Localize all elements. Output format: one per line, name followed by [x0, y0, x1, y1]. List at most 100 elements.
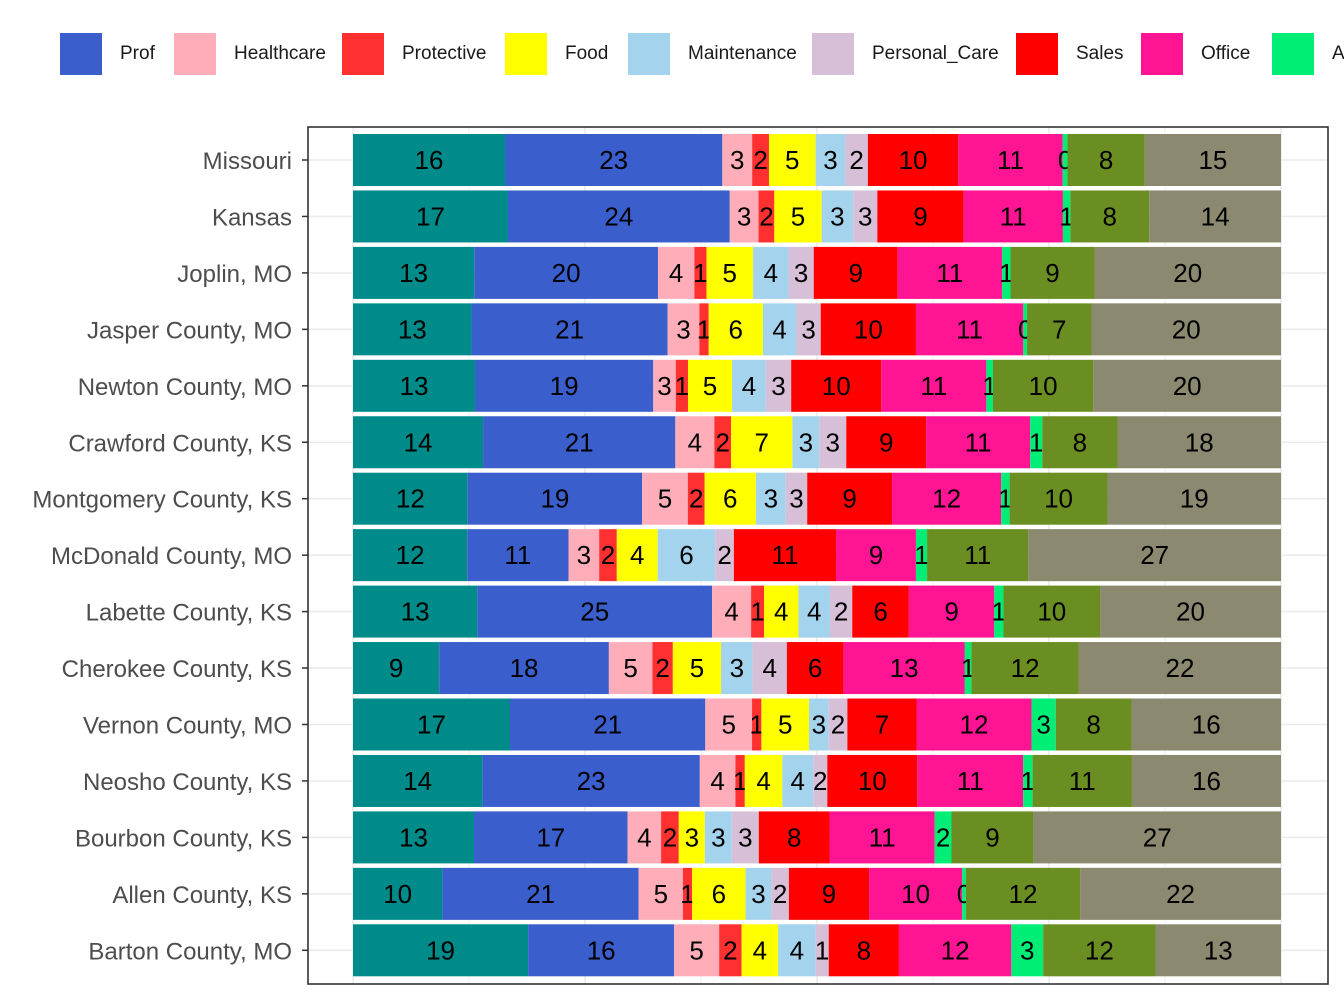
segment-value-label: 23	[577, 766, 606, 796]
bar-segment	[1023, 303, 1028, 356]
bar-segment	[732, 359, 766, 412]
segment-value-label: 5	[689, 935, 703, 965]
segment-value-label: 3	[730, 145, 744, 175]
segment-value-label: 4	[669, 258, 683, 288]
segment-value-label: 11	[957, 766, 984, 796]
segment-value-label: 9	[985, 822, 999, 852]
bar-segment	[704, 472, 756, 525]
bar-segment	[715, 529, 734, 582]
bar-segment	[951, 811, 1034, 864]
segment-value-label: 5	[785, 145, 799, 175]
segment-value-label: 6	[723, 484, 737, 514]
legend-label: Personal_Care	[872, 43, 999, 64]
bar-segment	[507, 190, 730, 243]
bar-segment	[1107, 472, 1281, 525]
bar-segment	[353, 754, 483, 807]
bar-segment	[474, 359, 654, 412]
category-label: Allen County, KS	[112, 882, 292, 909]
bar-segment	[916, 698, 1032, 751]
bar-segment	[705, 698, 753, 751]
segment-value-label: 20	[1173, 371, 1202, 401]
bar-segment	[627, 811, 662, 864]
bar-segment	[482, 754, 700, 807]
segment-value-label: 11	[965, 427, 992, 457]
bar-segment	[764, 585, 799, 638]
bar-segment	[1093, 359, 1281, 412]
bar-segment	[694, 246, 707, 299]
bar-segment	[353, 134, 506, 186]
segment-value-label: 1	[750, 597, 764, 627]
bar-segment	[828, 698, 848, 751]
segment-value-label: 3	[685, 822, 699, 852]
bar-segment	[869, 867, 963, 920]
segment-value-label: 21	[526, 879, 555, 909]
bar-segment	[1062, 190, 1071, 243]
segment-value-label: 19	[540, 484, 569, 514]
bar-segment	[706, 246, 754, 299]
bar-segment	[915, 529, 928, 582]
bar-segment	[1023, 754, 1033, 807]
segment-value-label: 3	[812, 710, 826, 740]
bar-segment	[786, 642, 844, 695]
segment-value-label: 4	[630, 540, 644, 570]
category-label: Labette County, KS	[86, 600, 292, 627]
bar-segment	[761, 698, 810, 751]
segment-value-label: 10	[1029, 371, 1058, 401]
segment-value-label: 3	[738, 822, 752, 852]
bar-segment	[758, 811, 830, 864]
segment-value-label: 2	[689, 484, 703, 514]
legend-label: A	[1332, 43, 1344, 64]
bar-segment	[1144, 134, 1281, 186]
segment-value-label: 16	[1192, 766, 1221, 796]
segment-value-label: 4	[790, 935, 804, 965]
segment-value-label: 3	[577, 540, 591, 570]
segment-value-label: 4	[756, 766, 770, 796]
segment-value-label: 8	[1099, 145, 1113, 175]
bar-segment	[791, 359, 882, 412]
bar-segment	[733, 529, 837, 582]
category-label: Crawford County, KS	[68, 430, 292, 457]
bar-segment	[908, 585, 995, 638]
legend-key	[60, 33, 102, 75]
bar-segment	[745, 867, 772, 920]
segment-value-label: 8	[1073, 427, 1087, 457]
bar-segment	[661, 811, 679, 864]
segment-value-label: 8	[787, 822, 801, 852]
segment-value-label: 4	[724, 597, 738, 627]
bar-segment	[638, 867, 683, 920]
bar-segment	[731, 811, 759, 864]
bar-segment	[813, 246, 898, 299]
segment-value-label: 19	[550, 371, 579, 401]
bar-segment	[699, 754, 736, 807]
segment-value-label: 1	[697, 314, 711, 344]
segment-value-label: 13	[401, 597, 430, 627]
segment-value-label: 17	[536, 822, 565, 852]
segment-value-label: 11	[997, 145, 1024, 175]
segment-value-label: 3	[711, 822, 725, 852]
segment-value-label: 1	[998, 484, 1012, 514]
bar-segment	[1033, 811, 1281, 864]
bar-segment	[958, 134, 1063, 186]
bar-segment	[897, 246, 1003, 299]
bar-segment	[1010, 246, 1095, 299]
bar-segment	[1094, 246, 1281, 299]
segment-value-label: 3	[764, 484, 778, 514]
bar-segment	[1100, 585, 1281, 638]
segment-value-label: 14	[403, 766, 432, 796]
segment-value-label: 8	[1086, 710, 1100, 740]
segment-value-label: 19	[426, 935, 455, 965]
bar-segment	[675, 416, 715, 469]
bar-segment	[657, 246, 695, 299]
bar-segment	[1131, 698, 1281, 751]
category-label: McDonald County, MO	[51, 543, 292, 570]
bar-segment	[708, 303, 763, 356]
segment-value-label: 11	[956, 314, 983, 344]
bar-segment	[753, 246, 789, 299]
category-label: Jasper County, MO	[87, 317, 292, 344]
segment-value-label: 11	[1069, 766, 1096, 796]
legend-item: Personal_Care	[812, 31, 999, 77]
bar-segment	[1067, 134, 1145, 186]
bar-segment	[815, 924, 829, 977]
segment-value-label: 3	[730, 653, 744, 683]
segment-value-label: 20	[1173, 258, 1202, 288]
